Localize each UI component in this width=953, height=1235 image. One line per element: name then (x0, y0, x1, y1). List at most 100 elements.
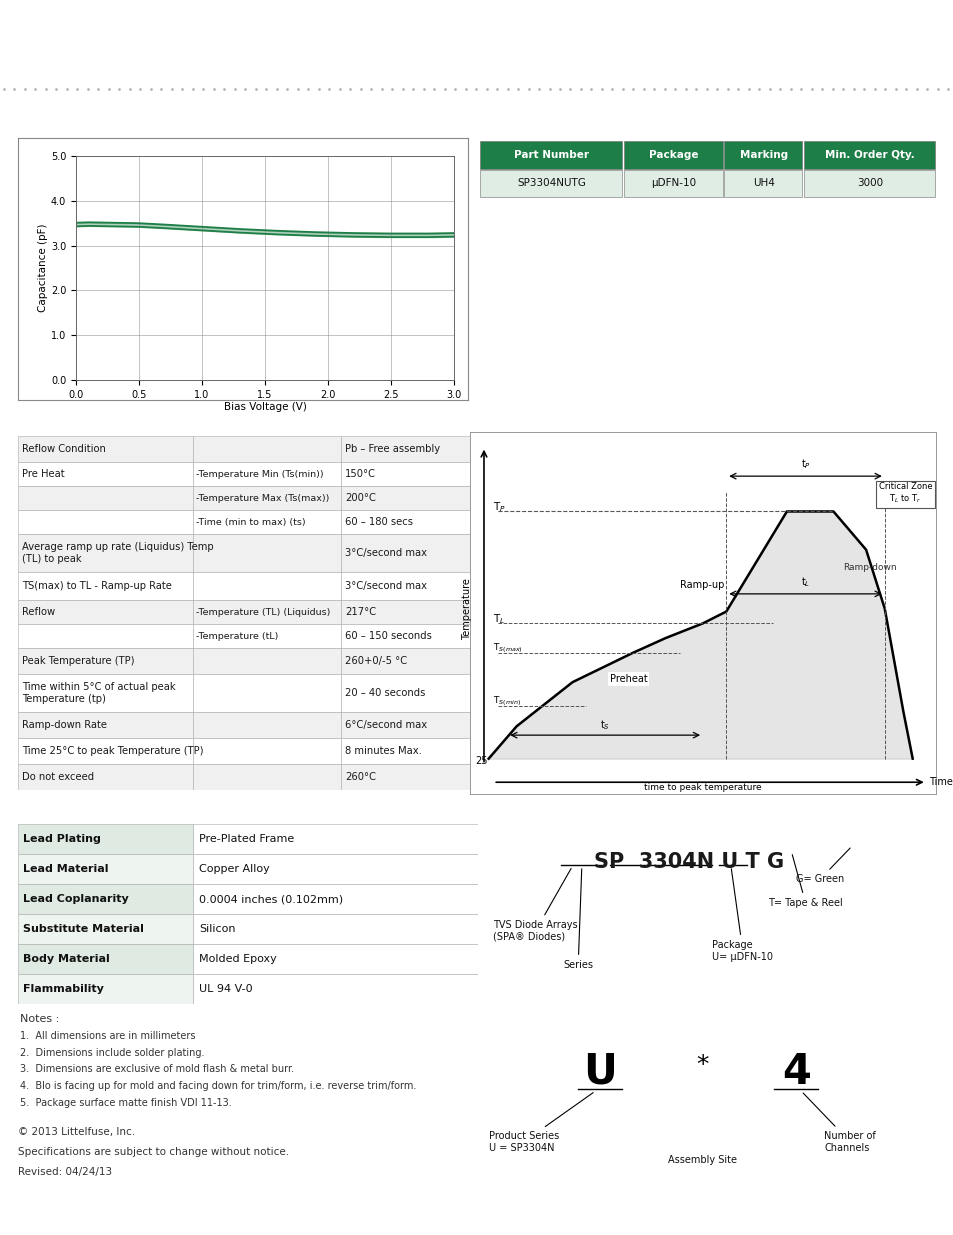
Bar (193, 572, 340, 600)
Text: -Time (min to max) (ts): -Time (min to max) (ts) (195, 517, 305, 526)
Text: Notes :: Notes : (20, 1014, 59, 1024)
Text: T$_L$: T$_L$ (493, 613, 505, 626)
Text: Soldering Parameters: Soldering Parameters (27, 415, 191, 427)
Bar (623, 141, 721, 169)
Text: -Temperature (tL): -Temperature (tL) (195, 631, 278, 641)
Text: TVS Diode Arrays: TVS Diode Arrays (40, 14, 271, 38)
Bar (18, 974, 193, 1004)
Text: T$_{S(min)}$: T$_{S(min)}$ (493, 694, 520, 708)
Bar (340, 462, 477, 487)
Bar (193, 764, 340, 790)
Bar (18, 914, 193, 944)
Bar (193, 739, 340, 764)
Text: 20 – 40 seconds: 20 – 40 seconds (345, 688, 425, 698)
Text: Part Number: Part Number (514, 149, 589, 159)
Bar (193, 674, 340, 713)
Bar (18, 713, 193, 739)
Bar (479, 170, 621, 196)
X-axis label: Bias Voltage (V): Bias Voltage (V) (223, 403, 306, 412)
Text: Ramp-down: Ramp-down (841, 563, 896, 572)
Text: Critical Zone
T$_L$ to T$_r$: Critical Zone T$_L$ to T$_r$ (878, 482, 931, 505)
Bar (193, 436, 340, 462)
Bar (18, 436, 193, 462)
Bar (18, 853, 193, 884)
Text: 260°C: 260°C (345, 772, 375, 782)
Text: SP3304NUTG: SP3304NUTG (517, 179, 586, 189)
Bar (18, 534, 193, 572)
Text: Capacitance vs. Bias: Capacitance vs. Bias (26, 115, 179, 127)
Bar (193, 510, 340, 534)
Bar (193, 853, 477, 884)
Text: t$_S$: t$_S$ (599, 718, 610, 731)
Bar (193, 624, 340, 648)
Text: Lead Plating: Lead Plating (23, 834, 101, 844)
Bar (723, 170, 801, 196)
Bar (340, 624, 477, 648)
Text: Pb – Free assembly: Pb – Free assembly (345, 445, 439, 454)
Bar (803, 141, 934, 169)
Text: T$_{S(max)}$: T$_{S(max)}$ (493, 641, 522, 656)
Bar (193, 824, 477, 853)
Text: Part Numbering System: Part Numbering System (477, 806, 657, 820)
Text: Peak Temperature (TP): Peak Temperature (TP) (22, 656, 134, 666)
Text: 3000: 3000 (856, 179, 882, 189)
Text: Reflow: Reflow (22, 606, 55, 618)
Bar (193, 600, 340, 624)
Bar (193, 648, 340, 674)
Text: Revised: 04/24/13: Revised: 04/24/13 (18, 1167, 112, 1177)
Text: 1.  All dimensions are in millimeters: 1. All dimensions are in millimeters (20, 1031, 195, 1041)
Text: 60 – 150 seconds: 60 – 150 seconds (345, 631, 432, 641)
Bar (18, 944, 193, 974)
Text: 200°C: 200°C (345, 493, 375, 503)
Bar (340, 534, 477, 572)
Bar (193, 944, 477, 974)
Text: Number of
Channels: Number of Channels (802, 1093, 875, 1152)
Text: SP  3304N U T G: SP 3304N U T G (594, 852, 783, 872)
Text: -Temperature Max (Ts(max)): -Temperature Max (Ts(max)) (195, 494, 329, 503)
Text: 3°C/second max: 3°C/second max (345, 580, 427, 592)
Text: t$_P$: t$_P$ (800, 457, 810, 471)
Text: μDFN-10: μDFN-10 (651, 179, 696, 189)
Text: Average ramp up rate (Liquidus) Temp
(TL) to peak: Average ramp up rate (Liquidus) Temp (TL… (22, 542, 213, 564)
Text: Pre Heat: Pre Heat (22, 469, 65, 479)
Text: T= Tape & Reel: T= Tape & Reel (767, 855, 842, 908)
Bar (193, 487, 340, 510)
Text: TS(max) to TL - Ramp-up Rate: TS(max) to TL - Ramp-up Rate (22, 580, 172, 592)
Bar (18, 884, 193, 914)
Text: 4: 4 (781, 1051, 810, 1093)
Text: Lead Material: Lead Material (23, 864, 109, 874)
Bar (18, 487, 193, 510)
Text: G= Green: G= Green (796, 848, 849, 884)
Bar (193, 914, 477, 944)
Text: 25: 25 (475, 756, 487, 766)
Bar (340, 674, 477, 713)
Text: 8 minutes Max.: 8 minutes Max. (345, 746, 421, 756)
Text: Time within 5°C of actual peak
Temperature (tp): Time within 5°C of actual peak Temperatu… (22, 682, 175, 704)
Text: Flammability: Flammability (23, 984, 104, 994)
Bar (193, 462, 340, 487)
Bar (18, 572, 193, 600)
Text: Assembly Site: Assembly Site (668, 1155, 737, 1165)
Text: UH4: UH4 (752, 179, 774, 189)
Text: Ramp-up: Ramp-up (679, 580, 723, 590)
Text: time to peak temperature: time to peak temperature (643, 783, 761, 792)
Text: 217°C: 217°C (345, 606, 375, 618)
Bar (18, 824, 193, 853)
Text: Molded Epoxy: Molded Epoxy (199, 953, 276, 965)
Text: Copper Alloy: Copper Alloy (199, 864, 270, 874)
Text: Pre-Plated Frame: Pre-Plated Frame (199, 834, 294, 844)
Text: 60 – 180 secs: 60 – 180 secs (345, 517, 413, 527)
Text: Package
U= μDFN-10: Package U= μDFN-10 (712, 868, 773, 962)
Text: T$_P$: T$_P$ (493, 500, 506, 514)
Text: Temperature: Temperature (462, 578, 472, 640)
Text: t$_L$: t$_L$ (800, 576, 809, 589)
Text: U: U (583, 1051, 617, 1093)
Bar (340, 510, 477, 534)
Bar (193, 534, 340, 572)
Bar (340, 713, 477, 739)
Text: 4.  Blo is facing up for mold and facing down for trim/form, i.e. reverse trim/f: 4. Blo is facing up for mold and facing … (20, 1081, 416, 1091)
Y-axis label: Capacitance (pF): Capacitance (pF) (38, 224, 48, 312)
Text: 3°C/second max: 3°C/second max (345, 548, 427, 558)
Text: -Temperature (TL) (Liquidus): -Temperature (TL) (Liquidus) (195, 608, 330, 616)
Text: Ordering Information: Ordering Information (488, 115, 647, 127)
